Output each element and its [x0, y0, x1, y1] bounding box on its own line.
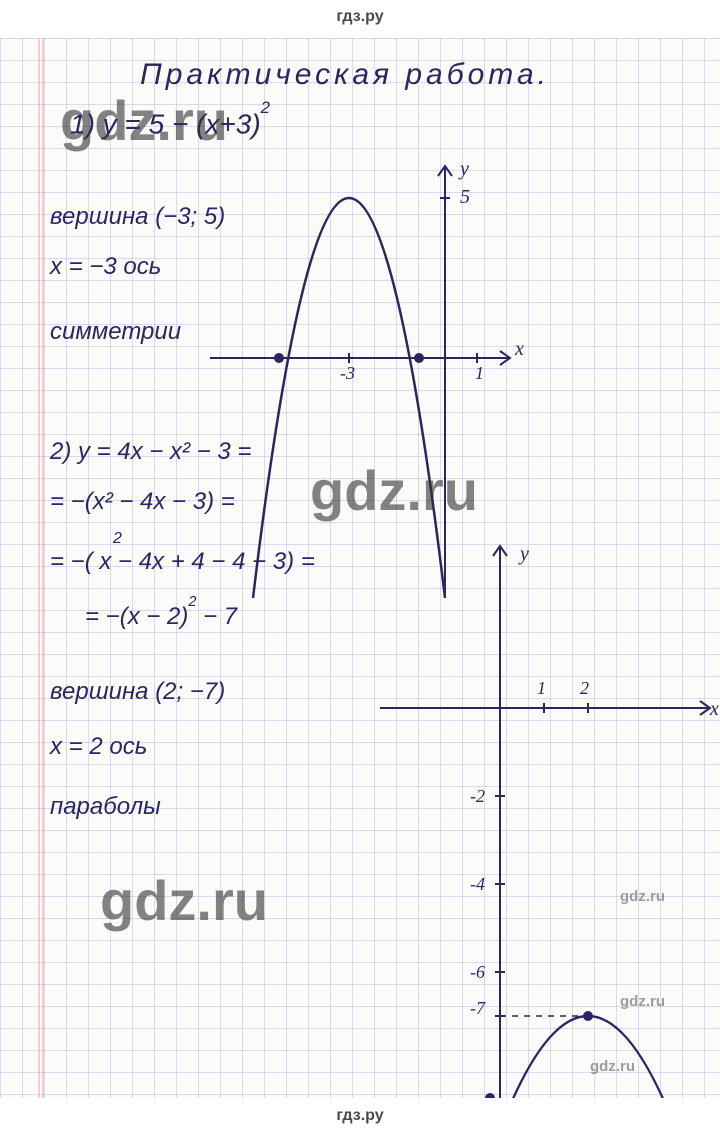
chart-1: [210, 158, 520, 598]
axis-2: x = 2 ось: [50, 733, 147, 761]
eq2-line3-sup: 2: [113, 530, 122, 548]
chart2-ytick-6: -6: [470, 962, 485, 983]
chart1-xtick-neg3: -3: [340, 363, 355, 384]
eq2-line4-sup: 2: [188, 594, 196, 610]
eq1-sup: 2: [261, 98, 270, 117]
eq2-line3: = −( x − 4x + 4 − 4 − 3) =: [50, 548, 315, 576]
notebook-paper: Практическая работа. 1) y = 5 − (x+3)2 в…: [0, 38, 720, 1098]
chart2-xtick-2: 2: [580, 678, 589, 699]
eq2-line4a: = −(x − 2): [85, 603, 188, 630]
eq2-line2: = −(x² − 4x − 3) =: [50, 488, 235, 516]
margin-line: [42, 38, 44, 1098]
chart2-ytick-2: -2: [470, 786, 485, 807]
site-footer: гдз.ру: [0, 1107, 720, 1125]
chart2-y-label: y: [520, 543, 529, 566]
equation-1: 1) y = 5 − (x+3)2: [70, 108, 270, 140]
parabola-label: параболы: [50, 793, 161, 821]
site-header: гдз.ру: [0, 8, 720, 26]
chart1-y-label: y: [460, 158, 469, 181]
eq2-line4b: − 7: [196, 603, 237, 630]
chart-2: [380, 538, 720, 1098]
symmetry-1: симметрии: [50, 318, 181, 346]
vertex-1: вершина (−3; 5): [50, 203, 225, 231]
chart2-x-label: x: [710, 698, 719, 721]
eq2-line3-text: = −( x − 4x + 4 − 4 − 3) =: [50, 548, 315, 575]
eq1-text: 1) y = 5 − (x+3): [70, 108, 261, 139]
vertex-2: вершина (2; −7): [50, 678, 225, 706]
chart2-xtick-1: 1: [537, 678, 546, 699]
axis-1: x = −3 ось: [50, 253, 161, 281]
chart2-ytick-7: -7: [470, 998, 485, 1019]
eq2-line1: 2) y = 4x − x² − 3 =: [50, 438, 251, 466]
chart1-xtick-1: 1: [475, 363, 484, 384]
margin-line: [38, 38, 40, 1098]
chart1-x-label: x: [515, 338, 524, 361]
chart2-ytick-4: -4: [470, 874, 485, 895]
title: Практическая работа.: [140, 58, 550, 92]
chart1-y-tick: 5: [460, 186, 470, 209]
eq2-line4: = −(x − 2)2 − 7: [85, 603, 237, 631]
